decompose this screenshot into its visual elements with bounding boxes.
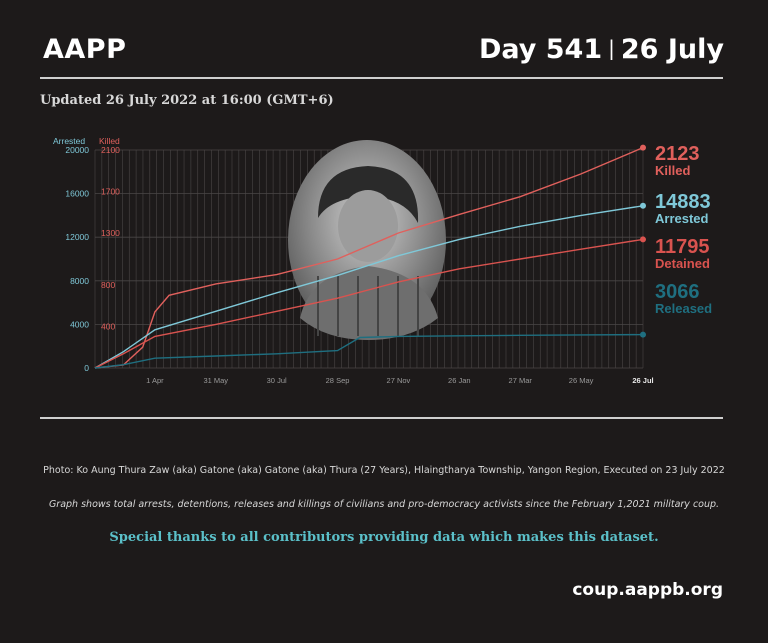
- series-line-detained: [94, 238, 644, 369]
- top-rule: [40, 77, 723, 79]
- left-tick-label: 0: [84, 363, 89, 373]
- left-tick-label: 16000: [65, 189, 89, 199]
- bottom-rule: [40, 417, 723, 419]
- header-day: Day 541: [478, 34, 603, 65]
- left-tick-label: 20000: [65, 145, 89, 155]
- thanks-text: Special thanks to all contributors provi…: [109, 530, 659, 545]
- x-tick-label: 26 Jan: [448, 376, 471, 385]
- x-tick-label: 26 May: [569, 376, 594, 385]
- left-tick-label: 12000: [65, 232, 89, 242]
- series-line-released: [94, 333, 644, 369]
- series-line-arrested: [94, 205, 644, 369]
- x-tick-label: 28 Sep: [326, 376, 350, 385]
- header-date: 26 July: [620, 34, 724, 65]
- right-tick-label: 800: [101, 280, 115, 290]
- x-tick-label: 1 Apr: [146, 376, 164, 385]
- updated-text: Updated 26 July 2022 at 16:00 (GMT+6): [40, 93, 334, 108]
- left-tick-label: 4000: [70, 319, 89, 329]
- x-tick-label: 27 Mar: [509, 376, 533, 385]
- series-endpoint-arrested: [640, 202, 646, 209]
- left-tick-label: 8000: [70, 276, 89, 286]
- left-axis-title: Arrested: [53, 136, 85, 146]
- series-value-killed: 2123: [655, 143, 700, 165]
- photo-caption: Photo: Ko Aung Thura Zaw (aka) Gatone (a…: [43, 465, 725, 476]
- x-tick-label: 27 Nov: [387, 376, 411, 385]
- series-name-detained: Detained: [655, 256, 710, 271]
- portrait-face: [338, 190, 398, 262]
- header-separator: |: [608, 36, 615, 60]
- series-value-arrested: 14883: [655, 191, 711, 213]
- x-tick-label: 26 Jul: [632, 376, 653, 385]
- right-axis-title: Killed: [99, 136, 120, 146]
- portrait-shirt: [300, 266, 438, 340]
- series-value-detained: 11795: [655, 236, 710, 258]
- x-tick-label: 30 Jul: [267, 376, 287, 385]
- series-name-killed: Killed: [655, 163, 690, 178]
- series-name-arrested: Arrested: [655, 211, 709, 226]
- series-value-released: 3066: [655, 281, 700, 303]
- graph-caption: Graph shows total arrests, detentions, r…: [48, 499, 720, 510]
- series-name-released: Released: [655, 301, 712, 316]
- right-tick-label: 1300: [101, 228, 120, 238]
- x-tick-label: 31 May: [203, 376, 228, 385]
- series-line-killed: [94, 146, 644, 369]
- right-tick-label: 400: [101, 321, 115, 331]
- series-endpoint-released: [640, 331, 646, 338]
- portrait-photo: [288, 140, 446, 340]
- header-day-date: Day 541 | 26 July: [479, 34, 724, 65]
- series-endpoint-killed: [640, 144, 646, 151]
- header-org: AAPP: [43, 34, 127, 65]
- site-url[interactable]: coup.aappb.org: [572, 580, 723, 600]
- right-tick-label: 2100: [101, 145, 120, 155]
- series-endpoint-detained: [640, 236, 646, 243]
- right-tick-label: 1700: [101, 187, 120, 197]
- chart: Arrested Killed 20000 16000 12000 8000 4000 0 21…: [53, 136, 712, 385]
